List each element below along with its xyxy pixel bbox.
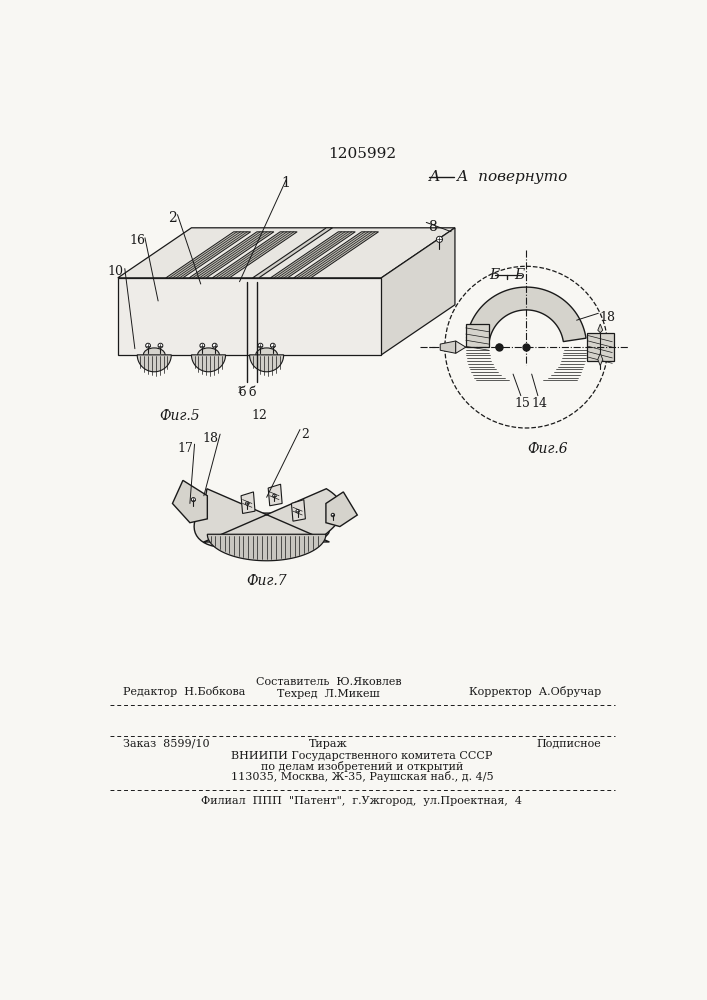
Polygon shape	[326, 492, 357, 527]
Text: Фиг.6: Фиг.6	[527, 442, 568, 456]
Circle shape	[271, 343, 275, 348]
Text: Б – Б: Б – Б	[489, 268, 525, 282]
Text: Техред  Л.Микеш: Техред Л.Микеш	[277, 689, 380, 699]
Polygon shape	[207, 534, 326, 561]
Polygon shape	[271, 232, 356, 278]
Text: 1205992: 1205992	[328, 147, 396, 161]
Bar	[587, 333, 614, 361]
Text: 113035, Москва, Ж-35, Раушская наб., д. 4/5: 113035, Москва, Ж-35, Раушская наб., д. …	[230, 771, 493, 782]
Text: 12: 12	[251, 409, 267, 422]
Text: Заказ  8599/10: Заказ 8599/10	[123, 739, 210, 749]
Text: 1: 1	[237, 386, 243, 395]
Text: 16: 16	[129, 234, 145, 247]
Polygon shape	[252, 228, 332, 278]
Polygon shape	[194, 489, 342, 554]
Polygon shape	[137, 355, 171, 372]
Circle shape	[192, 498, 195, 502]
Text: А – А  повернуто: А – А повернуто	[429, 170, 568, 184]
Text: Составитель  Ю.Яковлев: Составитель Ю.Яковлев	[256, 677, 402, 687]
Ellipse shape	[256, 348, 277, 362]
Polygon shape	[598, 324, 603, 333]
Polygon shape	[381, 228, 455, 355]
Circle shape	[146, 343, 151, 348]
Text: ВНИИПИ Государственного комитета СССР: ВНИИПИ Государственного комитета СССР	[231, 751, 493, 761]
Polygon shape	[166, 232, 251, 278]
Text: Тираж: Тираж	[309, 739, 348, 749]
Polygon shape	[466, 324, 489, 347]
Text: б: б	[248, 386, 256, 399]
Text: Подписное: Подписное	[537, 739, 602, 749]
Polygon shape	[598, 353, 603, 366]
Polygon shape	[118, 228, 455, 278]
Text: Фиг.5: Фиг.5	[160, 409, 200, 423]
Text: Филиал  ППП  "Патент",  г.Ужгород,  ул.Проектная,  4: Филиал ППП "Патент", г.Ужгород, ул.Проек…	[201, 796, 522, 806]
Ellipse shape	[198, 348, 219, 362]
Text: 2: 2	[168, 211, 177, 225]
Text: 15: 15	[515, 397, 530, 410]
Text: 2: 2	[301, 428, 310, 441]
Polygon shape	[293, 232, 378, 278]
Circle shape	[436, 236, 443, 242]
Polygon shape	[456, 341, 466, 353]
Text: Фиг.7: Фиг.7	[246, 574, 287, 588]
Circle shape	[200, 343, 205, 348]
Text: Корректор  А.Обручар: Корректор А.Обручар	[469, 686, 602, 697]
Text: 18: 18	[203, 432, 218, 445]
Polygon shape	[250, 355, 284, 372]
Circle shape	[296, 509, 299, 513]
Text: 10: 10	[107, 265, 123, 278]
Polygon shape	[173, 480, 207, 523]
Circle shape	[158, 343, 163, 348]
Ellipse shape	[144, 348, 165, 362]
Text: 8: 8	[428, 220, 437, 234]
Circle shape	[212, 343, 217, 348]
Circle shape	[245, 502, 249, 505]
Circle shape	[331, 513, 334, 517]
Polygon shape	[467, 287, 586, 342]
Polygon shape	[241, 492, 255, 513]
Polygon shape	[440, 341, 456, 353]
Text: 1: 1	[281, 176, 291, 190]
Text: б: б	[238, 386, 246, 399]
Ellipse shape	[204, 513, 329, 548]
Polygon shape	[189, 232, 274, 278]
Polygon shape	[118, 278, 381, 355]
Text: 14: 14	[532, 397, 547, 410]
Circle shape	[496, 344, 502, 350]
Text: Редактор  Н.Бобкова: Редактор Н.Бобкова	[123, 686, 245, 697]
Text: 18: 18	[600, 311, 616, 324]
Polygon shape	[268, 484, 282, 506]
Circle shape	[273, 494, 276, 497]
Polygon shape	[192, 355, 226, 372]
Text: 17: 17	[177, 442, 193, 455]
Polygon shape	[291, 500, 305, 521]
Circle shape	[258, 343, 263, 348]
Text: по делам изобретений и открытий: по делам изобретений и открытий	[261, 761, 463, 772]
Polygon shape	[212, 232, 297, 278]
